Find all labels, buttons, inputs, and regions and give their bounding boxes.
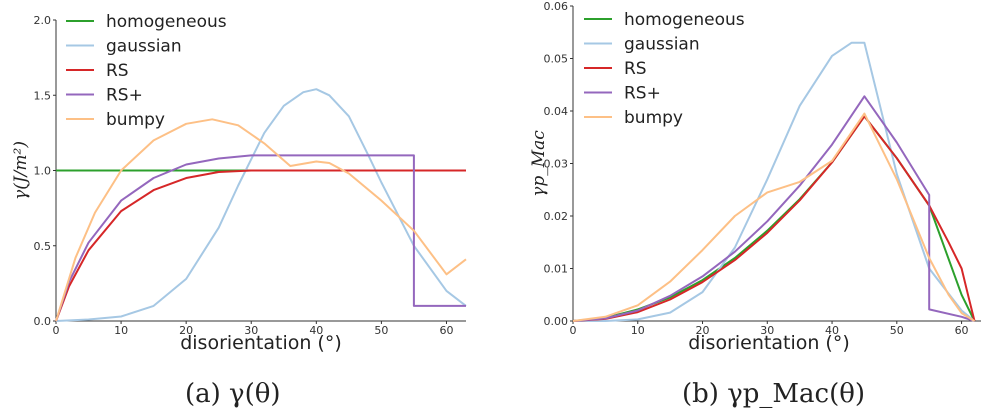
- x-tick-label: 60: [955, 324, 969, 337]
- panel-b-gamma-pmac: 0 10 20 30 40 50 60 0.00 0.01 0.02 0.03 0.04 0.05 0.0…: [529, 0, 981, 409]
- x-tick-label: 30: [244, 324, 258, 337]
- y-tick-label: 0.0: [34, 315, 52, 328]
- y-tick-label: 2.0: [34, 14, 52, 27]
- legend-label: RS+: [106, 86, 143, 106]
- x-tick-label: 20: [179, 324, 193, 337]
- y-tick-label: 0.06: [544, 0, 569, 13]
- legend-label: RS: [624, 59, 647, 79]
- x-tick-label: 10: [114, 324, 128, 337]
- legend-label: bumpy: [106, 110, 165, 130]
- legend-label: homogeneous: [624, 10, 745, 30]
- y-tick-label: 1.5: [34, 89, 52, 102]
- x-tick-label: 60: [439, 324, 453, 337]
- x-tick-label: 40: [825, 324, 839, 337]
- y-axis-label: γ(J/m²): [11, 141, 31, 200]
- series-line-gaussian: [55, 88, 467, 322]
- legend-label: gaussian: [106, 37, 182, 57]
- series-line-bumpy: [55, 118, 467, 322]
- series-line-homogeneous: [572, 115, 976, 322]
- y-axis-label: γp_Mac: [529, 130, 549, 197]
- x-tick-label: 0: [570, 324, 577, 337]
- legend-label: RS+: [624, 84, 661, 104]
- series-line-rs: [572, 115, 976, 322]
- x-tick-label: 40: [309, 324, 323, 337]
- legend-label: gaussian: [624, 35, 700, 55]
- series-line-rs: [55, 169, 466, 322]
- x-tick-label: 30: [760, 324, 774, 337]
- panel-caption: (b) γp_Mac(θ): [682, 379, 865, 409]
- series-line-rs-plus: [55, 154, 466, 322]
- series-line-bumpy: [572, 112, 976, 322]
- panel-caption: (a) γ(θ): [185, 379, 281, 409]
- x-tick-label: 50: [374, 324, 388, 337]
- x-tick-label: 20: [696, 324, 710, 337]
- legend-label: RS: [106, 61, 129, 81]
- y-tick-label: 0.5: [34, 240, 52, 253]
- y-tick-label: 0.02: [544, 210, 569, 223]
- series-line-rs-plus: [572, 95, 975, 322]
- x-tick-label: 50: [890, 324, 904, 337]
- x-axis-label: disorientation (°): [688, 332, 850, 354]
- panel-a-gamma: 0 10 20 30 40 50 60 0.0 0.5 1.0 1.5 2.0 disorientati…: [11, 12, 467, 409]
- y-tick-label: 1.0: [34, 165, 52, 178]
- x-axis-label: disorientation (°): [180, 332, 342, 354]
- legend-label: homogeneous: [106, 12, 227, 32]
- y-tick-label: 0.00: [544, 315, 569, 328]
- y-tick-label: 0.01: [544, 263, 569, 276]
- y-tick-label: 0.03: [544, 158, 569, 171]
- x-tick-label: 0: [53, 324, 60, 337]
- legend-label: bumpy: [624, 108, 683, 128]
- y-tick-label: 0.05: [544, 53, 569, 66]
- y-tick-label: 0.04: [544, 105, 569, 118]
- x-tick-label: 10: [631, 324, 645, 337]
